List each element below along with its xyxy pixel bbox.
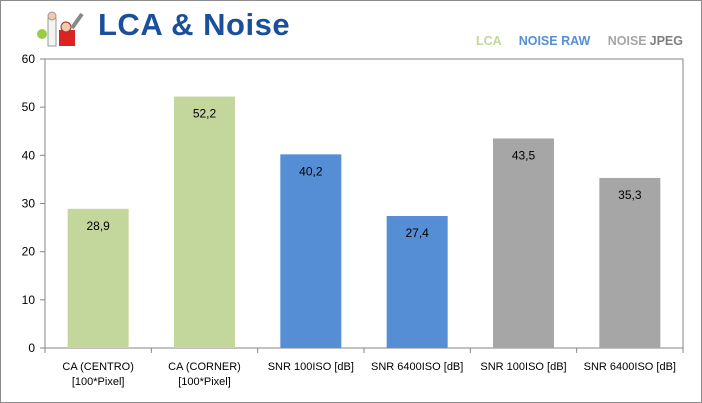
y-tick-label: 50	[22, 100, 36, 114]
x-tick-label: SNR 100ISO [dB]	[268, 361, 354, 373]
y-tick-label: 40	[22, 148, 36, 162]
x-tick-label: [100*Pixel]	[178, 376, 231, 388]
y-tick-label: 30	[22, 197, 36, 211]
x-tick-label: [100*Pixel]	[72, 376, 125, 388]
x-tick-label: SNR 6400ISO [dB]	[371, 361, 463, 373]
y-tick-label: 0	[28, 341, 35, 355]
y-tick-label: 60	[22, 52, 36, 66]
bar-value-label: 35,3	[618, 188, 642, 202]
legend-item-jpeg: JPEG	[649, 34, 683, 48]
x-tick-label: SNR 6400ISO [dB]	[584, 361, 676, 373]
bar	[493, 138, 554, 348]
legend-item-lca: LCA	[475, 34, 502, 48]
chart-title: LCA & Noise	[98, 7, 291, 42]
bar-value-label: 43,5	[512, 148, 536, 162]
bar	[386, 216, 448, 348]
plot-area	[44, 58, 684, 349]
mascot-logo-icon	[37, 11, 84, 47]
x-tick-label: SNR 100ISO [dB]	[480, 361, 566, 373]
bar	[280, 154, 342, 348]
bar-value-label: 52,2	[193, 107, 217, 121]
x-tick-label: CA (CENTRO)	[62, 361, 134, 373]
y-tick-label: 10	[22, 293, 36, 307]
bar	[174, 96, 235, 348]
x-tick-label: CA (CORNER)	[168, 361, 241, 373]
y-tick-label: 20	[22, 245, 36, 259]
bar-value-label: 28,9	[86, 219, 110, 233]
bar	[67, 208, 129, 348]
legend-item-noise: NOISE	[607, 34, 647, 48]
legend-item-noise-raw: NOISE RAW	[518, 34, 591, 48]
bar-value-label: 40,2	[299, 164, 323, 178]
bar	[599, 177, 661, 348]
legend: LCA NOISE RAW NOISE JPEG	[466, 34, 683, 48]
bar-value-label: 27,4	[405, 226, 429, 240]
